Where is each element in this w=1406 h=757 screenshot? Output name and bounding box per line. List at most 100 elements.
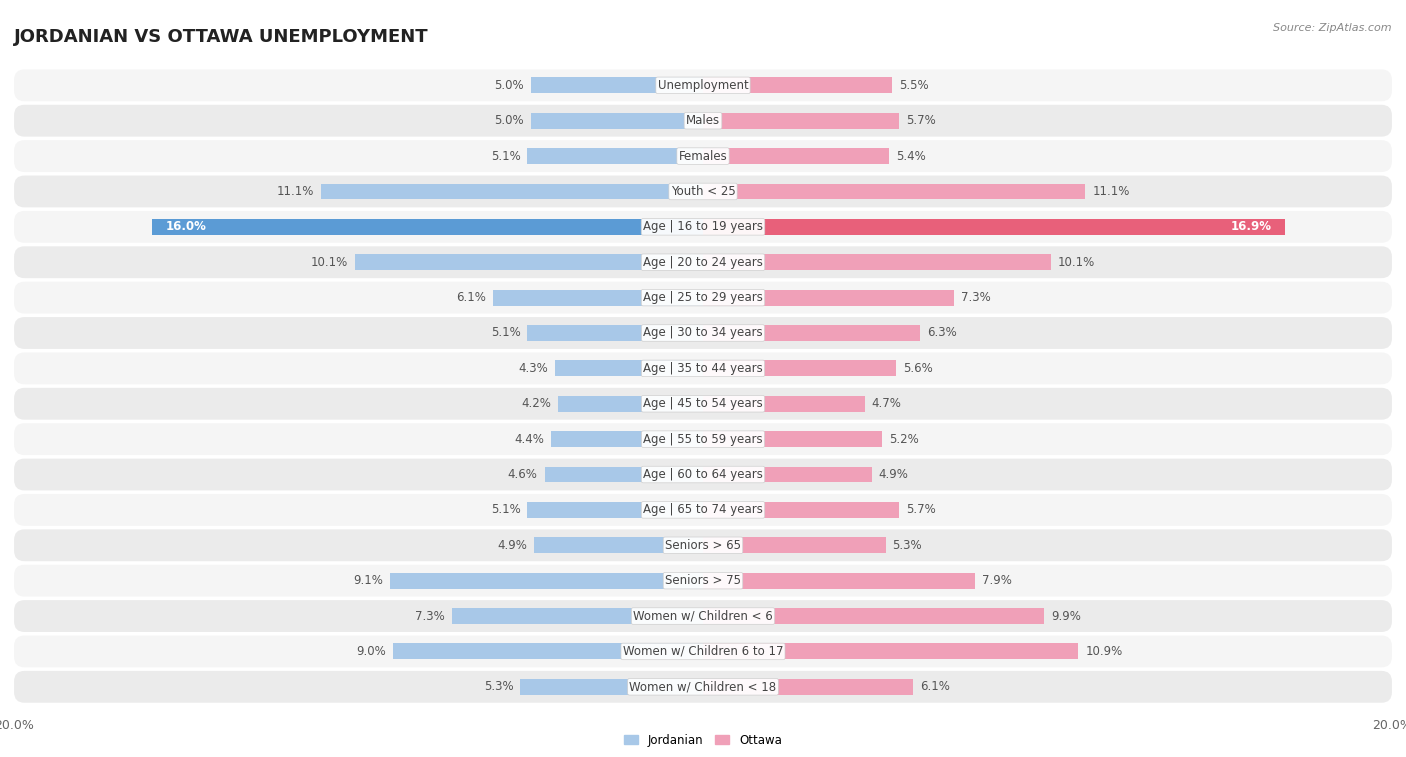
Bar — [451, 608, 703, 624]
Bar — [531, 77, 703, 93]
Text: 10.1%: 10.1% — [311, 256, 349, 269]
Text: Age | 35 to 44 years: Age | 35 to 44 years — [643, 362, 763, 375]
Bar — [703, 77, 893, 93]
Bar — [527, 325, 703, 341]
FancyBboxPatch shape — [14, 211, 1392, 243]
Bar — [389, 573, 703, 589]
Text: 5.0%: 5.0% — [495, 79, 524, 92]
Bar — [520, 679, 703, 695]
Bar — [703, 290, 955, 306]
FancyBboxPatch shape — [14, 246, 1392, 278]
Text: 16.9%: 16.9% — [1230, 220, 1271, 233]
Bar — [356, 254, 703, 270]
Bar — [555, 360, 703, 376]
Bar — [544, 466, 703, 482]
Text: 5.5%: 5.5% — [900, 79, 929, 92]
Text: 10.1%: 10.1% — [1057, 256, 1095, 269]
Text: 5.3%: 5.3% — [484, 681, 513, 693]
FancyBboxPatch shape — [14, 565, 1392, 597]
Text: 4.9%: 4.9% — [879, 468, 908, 481]
Text: 7.9%: 7.9% — [981, 574, 1012, 587]
Text: 5.2%: 5.2% — [889, 433, 918, 446]
Text: 5.3%: 5.3% — [893, 539, 922, 552]
Bar — [703, 360, 896, 376]
Legend: Jordanian, Ottawa: Jordanian, Ottawa — [620, 729, 786, 751]
Text: 9.9%: 9.9% — [1050, 609, 1081, 622]
FancyBboxPatch shape — [14, 636, 1392, 668]
Bar — [534, 537, 703, 553]
Bar — [703, 502, 900, 518]
Bar — [494, 290, 703, 306]
Bar — [392, 643, 703, 659]
Text: 5.1%: 5.1% — [491, 326, 520, 339]
Bar — [703, 431, 882, 447]
FancyBboxPatch shape — [14, 388, 1392, 419]
FancyBboxPatch shape — [14, 459, 1392, 491]
Bar — [703, 113, 900, 129]
Text: Seniors > 65: Seniors > 65 — [665, 539, 741, 552]
Text: Women w/ Children 6 to 17: Women w/ Children 6 to 17 — [623, 645, 783, 658]
FancyBboxPatch shape — [14, 423, 1392, 455]
Text: 4.2%: 4.2% — [522, 397, 551, 410]
Text: Males: Males — [686, 114, 720, 127]
Text: Age | 45 to 54 years: Age | 45 to 54 years — [643, 397, 763, 410]
Text: 6.1%: 6.1% — [456, 291, 486, 304]
Text: 6.3%: 6.3% — [927, 326, 956, 339]
FancyBboxPatch shape — [14, 671, 1392, 702]
Bar — [703, 254, 1050, 270]
Text: 5.7%: 5.7% — [907, 114, 936, 127]
Bar — [527, 502, 703, 518]
Text: 9.0%: 9.0% — [356, 645, 387, 658]
Bar — [703, 643, 1078, 659]
FancyBboxPatch shape — [14, 176, 1392, 207]
Text: 5.1%: 5.1% — [491, 503, 520, 516]
Bar — [703, 466, 872, 482]
Text: Seniors > 75: Seniors > 75 — [665, 574, 741, 587]
Text: Age | 16 to 19 years: Age | 16 to 19 years — [643, 220, 763, 233]
Text: 9.1%: 9.1% — [353, 574, 382, 587]
Bar — [321, 183, 703, 199]
Bar — [703, 325, 920, 341]
Bar — [558, 396, 703, 412]
Bar — [703, 679, 912, 695]
Text: 7.3%: 7.3% — [415, 609, 444, 622]
FancyBboxPatch shape — [14, 600, 1392, 632]
Text: JORDANIAN VS OTTAWA UNEMPLOYMENT: JORDANIAN VS OTTAWA UNEMPLOYMENT — [14, 29, 429, 46]
Text: Age | 60 to 64 years: Age | 60 to 64 years — [643, 468, 763, 481]
Text: 4.4%: 4.4% — [515, 433, 544, 446]
Text: 4.9%: 4.9% — [498, 539, 527, 552]
Text: 5.7%: 5.7% — [907, 503, 936, 516]
Text: 4.6%: 4.6% — [508, 468, 537, 481]
Text: 5.0%: 5.0% — [495, 114, 524, 127]
FancyBboxPatch shape — [14, 282, 1392, 313]
FancyBboxPatch shape — [14, 140, 1392, 172]
Text: 5.4%: 5.4% — [896, 150, 925, 163]
Text: Source: ZipAtlas.com: Source: ZipAtlas.com — [1274, 23, 1392, 33]
Bar — [703, 183, 1085, 199]
Bar — [703, 608, 1045, 624]
Text: 5.6%: 5.6% — [903, 362, 932, 375]
Text: 10.9%: 10.9% — [1085, 645, 1122, 658]
Bar — [703, 148, 889, 164]
FancyBboxPatch shape — [14, 317, 1392, 349]
Text: 4.7%: 4.7% — [872, 397, 901, 410]
Bar — [551, 431, 703, 447]
FancyBboxPatch shape — [14, 529, 1392, 561]
Text: Youth < 25: Youth < 25 — [671, 185, 735, 198]
FancyBboxPatch shape — [14, 70, 1392, 101]
Text: Age | 65 to 74 years: Age | 65 to 74 years — [643, 503, 763, 516]
FancyBboxPatch shape — [14, 494, 1392, 526]
Text: Females: Females — [679, 150, 727, 163]
Bar — [531, 113, 703, 129]
Text: 11.1%: 11.1% — [1092, 185, 1129, 198]
Text: Age | 25 to 29 years: Age | 25 to 29 years — [643, 291, 763, 304]
Text: 11.1%: 11.1% — [277, 185, 314, 198]
FancyBboxPatch shape — [14, 353, 1392, 385]
Text: Women w/ Children < 18: Women w/ Children < 18 — [630, 681, 776, 693]
FancyBboxPatch shape — [14, 104, 1392, 136]
Text: 4.3%: 4.3% — [519, 362, 548, 375]
Bar — [527, 148, 703, 164]
Bar — [152, 219, 703, 235]
Bar — [703, 537, 886, 553]
Text: 16.0%: 16.0% — [166, 220, 207, 233]
